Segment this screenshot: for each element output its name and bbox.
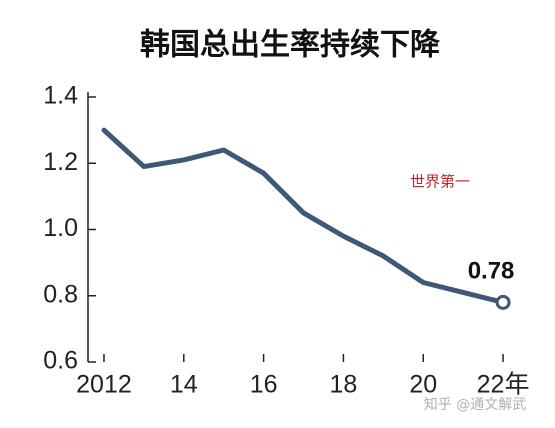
y-tick-label: 0.8 [43,280,78,308]
y-tick-label: 1.4 [43,82,78,110]
y-tick-label: 1.0 [43,214,78,242]
x-tick-label: 16 [250,371,278,399]
end-marker [495,294,511,310]
chart-title: 韩国总出生率持续下降 [140,28,441,63]
x-tick-label: 18 [330,371,358,399]
y-tick-label: 0.6 [43,347,78,375]
watermark: 知乎 @通文解武 [424,396,526,413]
annotation: 世界第一 [410,173,470,191]
y-tick-label: 1.2 [43,148,78,176]
x-tick-label: 2012 [76,371,132,399]
x-tick-label: 14 [170,371,198,399]
x-tick-label: 22年 [477,371,530,399]
x-tick-label: 20 [409,371,437,399]
line [101,127,506,305]
data-label: 0.78 [468,258,515,285]
